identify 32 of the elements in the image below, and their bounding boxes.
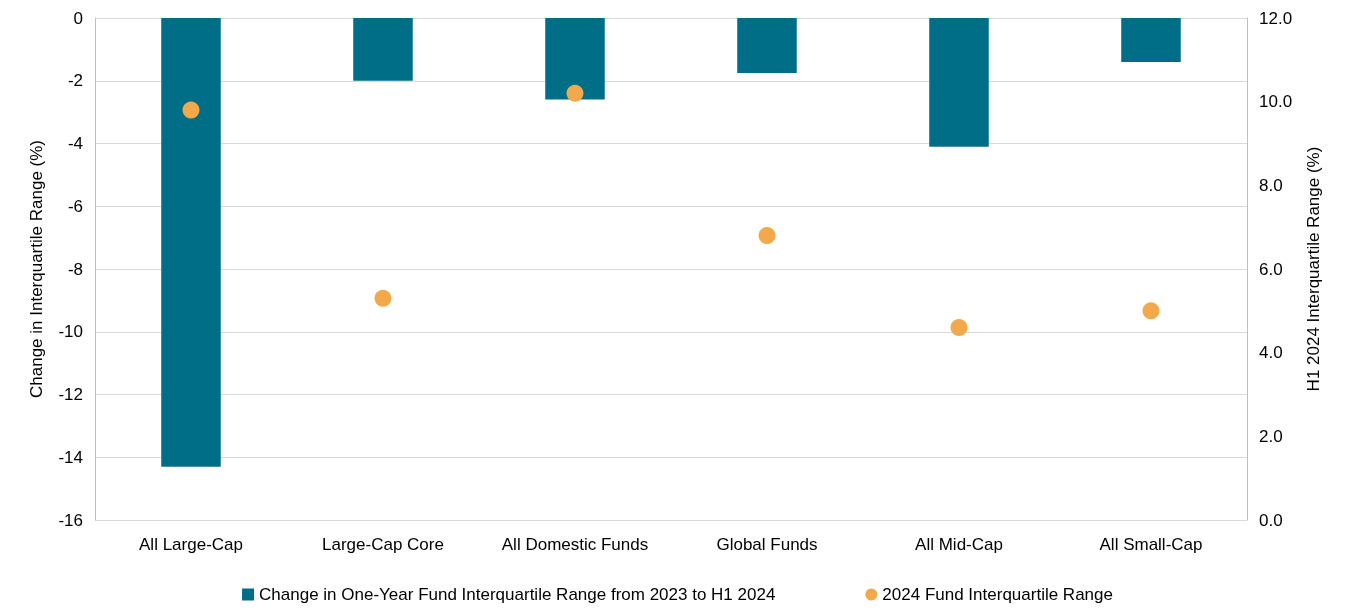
legend-label: Change in One-Year Fund Interquartile Range from 2023 to H1 2024 <box>259 585 776 604</box>
point <box>758 227 776 245</box>
y2-tick-label: 4.0 <box>1259 343 1283 363</box>
x-tick-label: Global Funds <box>716 535 818 554</box>
x-tick-label: Large-Cap Core <box>322 535 444 554</box>
x-tick-label: All Domestic Funds <box>501 535 649 554</box>
point <box>374 289 392 307</box>
y-tick-label: -14 <box>58 447 83 467</box>
y2-tick-label: 10.0 <box>1259 92 1293 112</box>
y-tick-label: -2 <box>67 71 83 91</box>
point <box>950 319 968 337</box>
y-tick-label: -10 <box>58 322 83 342</box>
y-tick-label: -8 <box>67 259 83 279</box>
y2-tick-label: 2.0 <box>1259 426 1283 446</box>
point <box>566 84 584 102</box>
point <box>1142 302 1160 320</box>
x-tick-label: All Small-Cap <box>1099 535 1203 554</box>
y2-tick-label: 8.0 <box>1259 175 1283 195</box>
legend-label: 2024 Fund Interquartile Range <box>882 585 1113 604</box>
y-tick-label: -12 <box>58 385 83 404</box>
y-tick-label: 0 <box>73 8 83 28</box>
y-tick-label: -16 <box>58 510 83 530</box>
point <box>182 101 200 119</box>
x-tick-label: All Mid-Cap <box>915 535 1003 554</box>
y2-tick-label: 6.0 <box>1259 259 1283 279</box>
y-tick-label: -4 <box>67 134 83 153</box>
y-tick-label: -6 <box>67 196 83 216</box>
y2-tick-label: 12.0 <box>1259 8 1293 28</box>
y2-axis-title: H1 2024 Interquartile Range (%) <box>1304 146 1323 392</box>
y2-tick-label: 0.0 <box>1259 510 1283 530</box>
y-axis-title: Change in Interquartile Range (%) <box>27 140 46 398</box>
x-tick-label: All Large-Cap <box>139 535 243 554</box>
